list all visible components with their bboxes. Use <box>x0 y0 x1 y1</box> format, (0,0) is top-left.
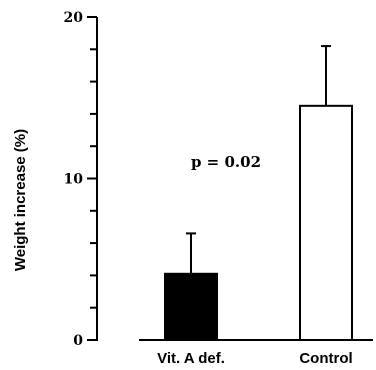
y-axis: 0 10 20 Weight increase (%) <box>12 10 98 349</box>
category-label: Control <box>299 350 352 367</box>
y-tick-labels: 0 10 20 <box>64 10 84 349</box>
y-tick-label: 0 <box>73 333 83 349</box>
bar-control <box>299 104 353 341</box>
y-ticks <box>87 16 97 341</box>
y-axis-title: Weight increase (%) <box>12 129 29 271</box>
y-tick-label: 10 <box>64 172 84 188</box>
category-labels: Vit. A def. Control <box>157 350 353 367</box>
error-bars <box>186 45 331 274</box>
category-label: Vit. A def. <box>157 350 225 367</box>
p-value-annotation: p = 0.02 <box>191 153 261 171</box>
bar-vit-a-def <box>164 272 218 341</box>
y-tick-label: 20 <box>64 10 84 26</box>
bars <box>164 104 353 341</box>
